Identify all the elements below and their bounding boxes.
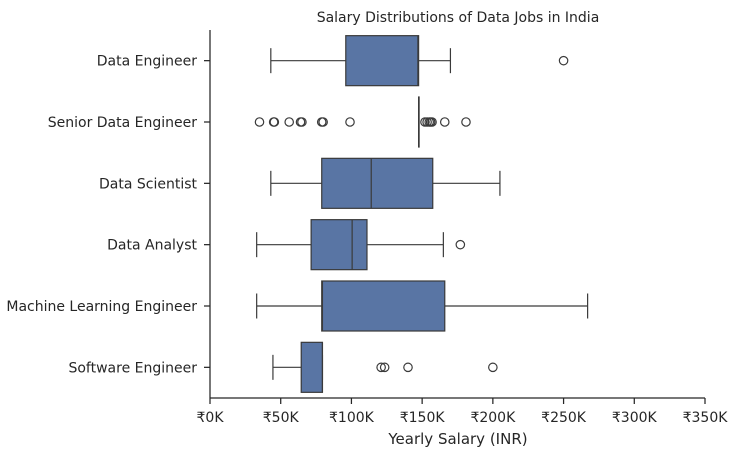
outlier-point [318, 117, 328, 127]
outlier-point [376, 362, 386, 373]
outlier-point [488, 362, 498, 373]
x-tick-label: ₹0K [197, 410, 225, 426]
x-tick-label: ₹250K [541, 410, 587, 426]
outlier-point [379, 362, 390, 373]
x-tick-label: ₹350K [683, 410, 729, 426]
x-tick-label: ₹150K [400, 410, 446, 426]
box [300, 341, 324, 393]
outlier-point [455, 239, 466, 250]
box [321, 157, 434, 209]
outlier-point [284, 117, 294, 127]
y-tick-label: Machine Learning Engineer [6, 299, 197, 315]
y-tick-label: Data Engineer [97, 54, 197, 70]
outlier-point [558, 55, 569, 66]
outlier-point [461, 117, 471, 127]
outlier-point [427, 117, 437, 127]
x-tick-label: ₹100K [329, 410, 375, 426]
outlier-point [297, 117, 307, 127]
y-tick-label: Data Scientist [99, 176, 198, 192]
box [310, 219, 368, 271]
outlier-point [269, 117, 280, 127]
outlier-point [254, 117, 265, 127]
x-tick-label: ₹300K [612, 410, 658, 426]
x-axis-label: Yearly Salary (INR) [387, 430, 527, 448]
y-tick-label: Data Analyst [107, 238, 197, 254]
x-tick-label: ₹200K [470, 410, 516, 426]
x-tick-label: ₹50K [263, 410, 300, 426]
y-tick-label: Senior Data Engineer [48, 115, 198, 131]
box [345, 35, 420, 87]
plot-area: ₹0K ₹50K ₹100K ₹150K ₹200K ₹250K ₹300K ₹350K Dat… [6, 30, 728, 426]
box [321, 280, 446, 332]
y-tick-label: Software Engineer [68, 360, 197, 376]
outlier-point [345, 117, 355, 127]
outlier-point [439, 117, 450, 127]
chart-title: Salary Distributions of Data Jobs in Ind… [317, 10, 600, 26]
outlier-point [403, 362, 413, 373]
